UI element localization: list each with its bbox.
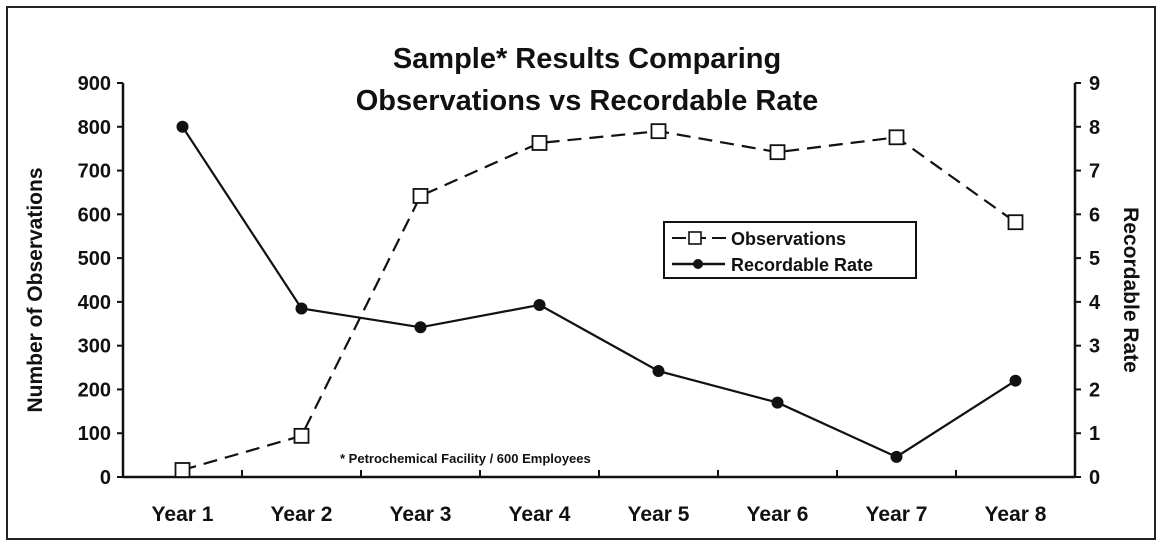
recordable-rate-point bbox=[176, 120, 189, 133]
x-tick-label: Year 6 bbox=[747, 503, 809, 526]
left-tick-label: 500 bbox=[78, 248, 111, 270]
series-line-recordable-rate bbox=[181, 126, 1017, 459]
x-tick-label: Year 4 bbox=[509, 503, 571, 526]
observation-point bbox=[888, 129, 905, 146]
left-axis-label: Number of Observations bbox=[24, 167, 47, 412]
recordable-rate-point bbox=[771, 396, 784, 409]
right-tick-label: 7 bbox=[1089, 161, 1100, 183]
series-line-observations bbox=[182, 130, 1017, 472]
x-tick-label: Year 7 bbox=[866, 503, 928, 526]
chart-frame bbox=[6, 6, 1156, 540]
recordable-rate-point bbox=[652, 365, 665, 378]
right-axis-label: Recordable Rate bbox=[1119, 207, 1142, 373]
chart-title-line1: Sample* Results Comparing bbox=[393, 43, 781, 75]
right-tick-label: 6 bbox=[1089, 204, 1100, 226]
left-tick-label: 800 bbox=[78, 117, 111, 139]
recordable-rate-point bbox=[414, 321, 427, 334]
legend-recordable-marker bbox=[693, 259, 703, 269]
observation-point bbox=[531, 135, 548, 151]
right-tick-label: 0 bbox=[1089, 467, 1100, 489]
observation-point bbox=[1007, 214, 1024, 231]
right-tick-label: 4 bbox=[1089, 292, 1101, 314]
observation-point bbox=[769, 144, 786, 161]
x-tick-label: Year 2 bbox=[271, 503, 333, 526]
left-tick-label: 200 bbox=[78, 379, 111, 401]
left-tick-label: 400 bbox=[78, 292, 111, 314]
right-tick-label: 9 bbox=[1089, 73, 1100, 95]
observation-point bbox=[174, 462, 191, 478]
legend-observations-label: Observations bbox=[731, 229, 846, 249]
left-tick-label: 700 bbox=[78, 161, 111, 183]
left-tick-label: 600 bbox=[78, 204, 111, 226]
x-tick-label: Year 1 bbox=[152, 503, 214, 526]
right-tick-label: 5 bbox=[1089, 248, 1100, 270]
left-tick-label: 900 bbox=[78, 73, 111, 95]
recordable-rate-point bbox=[295, 302, 308, 315]
observation-point bbox=[650, 123, 667, 140]
right-tick-label: 3 bbox=[1089, 336, 1100, 358]
right-tick-label: 1 bbox=[1089, 423, 1100, 445]
right-tick-label: 2 bbox=[1089, 379, 1100, 401]
recordable-rate-point bbox=[533, 298, 546, 311]
recordable-rate-point bbox=[890, 450, 903, 463]
x-tick-label: Year 5 bbox=[628, 503, 690, 526]
observation-point bbox=[293, 427, 310, 444]
left-tick-label: 300 bbox=[78, 336, 111, 358]
right-tick-label: 8 bbox=[1089, 117, 1100, 139]
chart-title-line2: Observations vs Recordable Rate bbox=[356, 85, 819, 117]
left-tick-label: 100 bbox=[78, 423, 111, 445]
x-tick-label: Year 3 bbox=[390, 503, 452, 526]
footnote: * Petrochemical Facility / 600 Employees bbox=[340, 451, 591, 466]
x-tick-label: Year 8 bbox=[985, 503, 1047, 526]
legend-box bbox=[663, 221, 917, 279]
recordable-rate-point bbox=[1009, 374, 1022, 387]
left-tick-label: 0 bbox=[100, 467, 111, 489]
legend-recordable-label: Recordable Rate bbox=[731, 255, 873, 275]
legend-observations-marker bbox=[688, 231, 702, 245]
observation-point bbox=[412, 188, 429, 204]
